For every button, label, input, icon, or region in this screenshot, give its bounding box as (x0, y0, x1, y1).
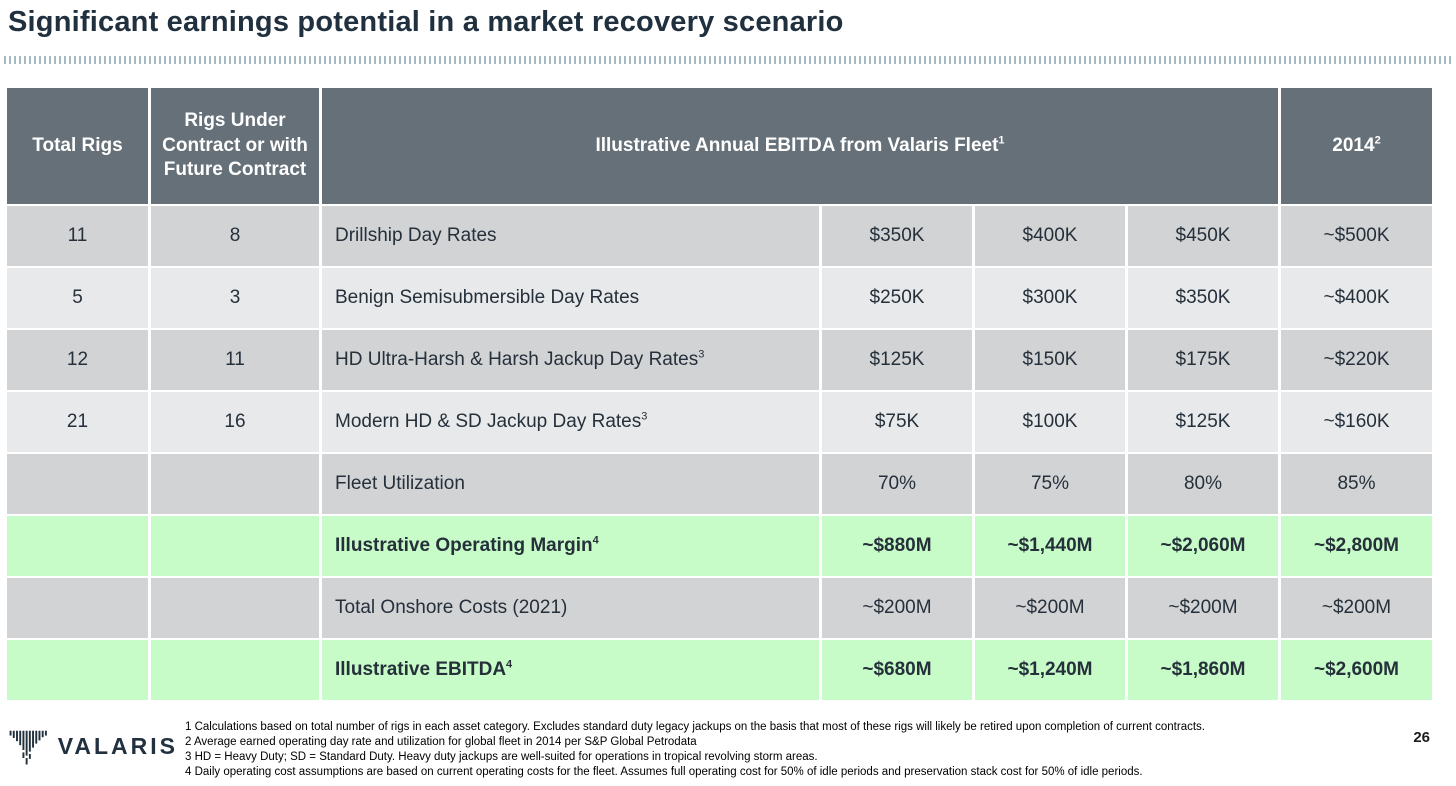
header-illustrative-ebitda: Illustrative Annual EBITDA from Valaris … (322, 88, 1278, 204)
cell-scenario-value-3: 80% (1128, 454, 1278, 514)
row-label: Fleet Utilization (322, 454, 819, 514)
cell-scenario-value-3: $125K (1128, 392, 1278, 452)
header-2014: 20142 (1281, 88, 1432, 204)
cell-rigs-under-contract: 16 (151, 392, 319, 452)
valaris-logo: VALARIS (8, 722, 178, 770)
cell-total-rigs: 11 (7, 206, 148, 266)
cell-rigs-under-contract: 8 (151, 206, 319, 266)
cell-scenario-value-1: $75K (822, 392, 972, 452)
dotted-divider (4, 56, 1452, 64)
cell-scenario-value-1: ~$680M (822, 640, 972, 700)
cell-rigs-under-contract (151, 516, 319, 576)
cell-rigs-under-contract: 11 (151, 330, 319, 390)
cell-2014-value: ~$160K (1281, 392, 1432, 452)
header-rigs-under-contract: Rigs Under Contract or with Future Contr… (151, 88, 319, 204)
row-label: Benign Semisubmersible Day Rates (322, 268, 819, 328)
cell-2014-value: ~$220K (1281, 330, 1432, 390)
cell-scenario-value-1: 70% (822, 454, 972, 514)
cell-total-rigs (7, 516, 148, 576)
row-label: Total Onshore Costs (2021) (322, 578, 819, 638)
cell-scenario-value-3: ~$2,060M (1128, 516, 1278, 576)
cell-scenario-value-2: $300K (975, 268, 1125, 328)
cell-scenario-value-3: ~$1,860M (1128, 640, 1278, 700)
cell-scenario-value-1: $250K (822, 268, 972, 328)
cell-rigs-under-contract (151, 578, 319, 638)
valaris-wordmark: VALARIS (57, 732, 178, 759)
cell-rigs-under-contract (151, 454, 319, 514)
page-title: Significant earnings potential in a mark… (8, 6, 844, 38)
header-2014-label: 20142 (1332, 134, 1381, 156)
cell-scenario-value-3: $350K (1128, 268, 1278, 328)
row-label: Illustrative EBITDA4 (322, 640, 819, 700)
cell-scenario-value-1: ~$880M (822, 516, 972, 576)
cell-scenario-value-2: $400K (975, 206, 1125, 266)
cell-2014-value: ~$200M (1281, 578, 1432, 638)
earnings-table: Total Rigs Rigs Under Contract or with F… (7, 88, 1432, 700)
header-total-rigs: Total Rigs (7, 88, 148, 204)
row-label: Drillship Day Rates (322, 206, 819, 266)
cell-scenario-value-3: $450K (1128, 206, 1278, 266)
cell-scenario-value-2: ~$1,240M (975, 640, 1125, 700)
footnotes: 1 Calculations based on total number of … (185, 720, 1400, 780)
cell-total-rigs (7, 640, 148, 700)
header-total-rigs-label: Total Rigs (32, 134, 123, 156)
row-label: HD Ultra-Harsh & Harsh Jackup Day Rates3 (322, 330, 819, 390)
cell-scenario-value-1: ~$200M (822, 578, 972, 638)
footnote-3: 3 HD = Heavy Duty; SD = Standard Duty. H… (185, 751, 818, 763)
cell-total-rigs: 5 (7, 268, 148, 328)
cell-scenario-value-1: $125K (822, 330, 972, 390)
cell-scenario-value-2: ~$1,440M (975, 516, 1125, 576)
page-number: 26 (1413, 729, 1430, 746)
cell-2014-value: ~$2,800M (1281, 516, 1432, 576)
cell-2014-value: ~$500K (1281, 206, 1432, 266)
footnote-4: 4 Daily operating cost assumptions are b… (185, 766, 1143, 778)
cell-total-rigs (7, 578, 148, 638)
row-label: Modern HD & SD Jackup Day Rates3 (322, 392, 819, 452)
cell-rigs-under-contract (151, 640, 319, 700)
cell-scenario-value-2: $100K (975, 392, 1125, 452)
cell-rigs-under-contract: 3 (151, 268, 319, 328)
cell-2014-value: 85% (1281, 454, 1432, 514)
cell-scenario-value-2: 75% (975, 454, 1125, 514)
cell-scenario-value-3: ~$200M (1128, 578, 1278, 638)
cell-2014-value: ~$2,600M (1281, 640, 1432, 700)
header-rigs-under-contract-label: Rigs Under Contract or with Future Contr… (162, 109, 308, 181)
cell-scenario-value-2: $150K (975, 330, 1125, 390)
valaris-logo-mark (9, 730, 47, 765)
header-illustrative-ebitda-label: Illustrative Annual EBITDA from Valaris … (595, 134, 1005, 156)
cell-total-rigs (7, 454, 148, 514)
cell-total-rigs: 21 (7, 392, 148, 452)
cell-scenario-value-3: $175K (1128, 330, 1278, 390)
cell-2014-value: ~$400K (1281, 268, 1432, 328)
cell-scenario-value-1: $350K (822, 206, 972, 266)
footnote-1: 1 Calculations based on total number of … (185, 721, 1205, 733)
cell-total-rigs: 12 (7, 330, 148, 390)
row-label: Illustrative Operating Margin4 (322, 516, 819, 576)
footnote-2: 2 Average earned operating day rate and … (185, 736, 697, 748)
cell-scenario-value-2: ~$200M (975, 578, 1125, 638)
